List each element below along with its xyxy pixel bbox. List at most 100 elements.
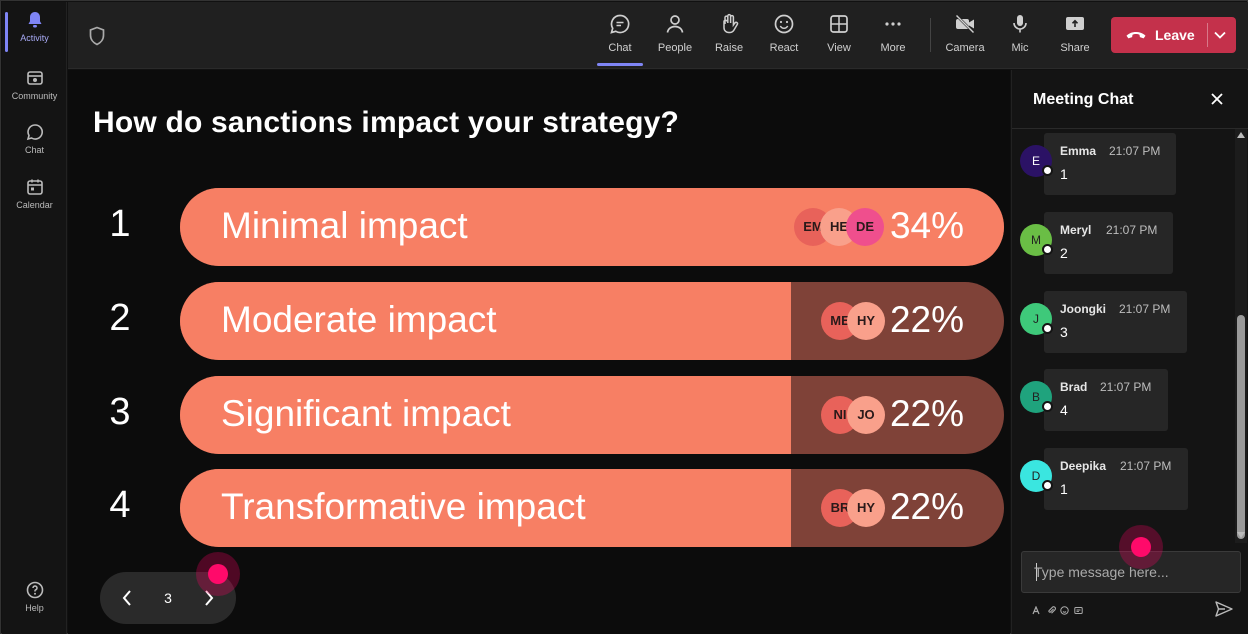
option-number: 2 [109, 297, 131, 339]
rail-item-label: Chat [24, 145, 44, 155]
leave-button[interactable]: Leave [1111, 17, 1236, 53]
rail-item-calendar[interactable]: Calendar [2, 177, 67, 210]
chevron-down-icon[interactable] [1212, 27, 1228, 43]
more-button[interactable]: More [868, 12, 918, 54]
message-text: 4 [1060, 402, 1068, 418]
rail-item-label: Community [11, 91, 58, 101]
community-icon [26, 71, 43, 85]
poll-option-bar[interactable]: Transformative impact BR HY 22% [180, 469, 1004, 547]
mic-button-label: Mic [1011, 42, 1029, 54]
poll-option-bar[interactable]: Significant impact NI JO 22% [180, 376, 1004, 454]
voter-avatar: JO [847, 396, 885, 434]
leave-button-label: Leave [1155, 27, 1195, 43]
chevron-right-icon[interactable] [200, 587, 218, 609]
status-indicator [1042, 165, 1053, 176]
cursor-indicator [196, 552, 240, 596]
message-sender: Brad [1060, 380, 1088, 394]
rail-item-label: Help [25, 603, 44, 613]
rail-item-chat[interactable]: Chat [2, 122, 67, 155]
option-number: 1 [109, 203, 131, 245]
scroll-thumb[interactable] [1237, 315, 1245, 539]
chat-message: Meryl 21:07 PM 2 [1044, 212, 1173, 274]
status-indicator [1042, 323, 1053, 334]
option-number: 4 [109, 484, 131, 526]
raise-hand-button[interactable]: Raise [704, 12, 754, 54]
shield-icon[interactable] [88, 26, 106, 46]
gif-icon[interactable] [1074, 606, 1083, 615]
react-button-label: React [769, 42, 799, 54]
poll-stage: How do sanctions impact your strategy? 1… [68, 70, 1010, 634]
message-sender: Joongki [1060, 302, 1107, 316]
avatar-initial: E [1031, 154, 1040, 168]
message-sender: Meryl [1060, 223, 1092, 237]
people-button[interactable]: People [650, 12, 700, 54]
chat-message-list[interactable]: Emma 21:07 PM 1 E Meryl 21:07 PM 2 M Joo… [1012, 129, 1234, 543]
message-text: 1 [1060, 481, 1068, 497]
voter-avatar: HY [847, 302, 885, 340]
chat-icon [610, 14, 630, 34]
message-text: 2 [1060, 245, 1068, 261]
emoji-icon[interactable] [1060, 606, 1069, 615]
cursor-indicator [1119, 525, 1163, 569]
view-button-label: View [827, 42, 851, 54]
react-button[interactable]: React [759, 12, 809, 54]
rail-item-community[interactable]: Community [2, 68, 67, 101]
avatar: E [1020, 145, 1053, 177]
voter-avatar: HY [847, 489, 885, 527]
people-button-label: People [657, 42, 693, 54]
scroll-up-arrow-icon[interactable] [1237, 132, 1245, 138]
option-label: Minimal impact [221, 205, 468, 246]
format-icon[interactable] [1032, 606, 1041, 615]
message-time: 21:07 PM [1120, 459, 1172, 473]
avatar: J [1020, 303, 1053, 335]
chevron-left-icon[interactable] [118, 587, 136, 609]
camera-button-label: Camera [945, 42, 985, 54]
attach-icon[interactable] [1047, 606, 1056, 615]
option-percent: 34% [889, 205, 964, 246]
avatar-initial: J [1033, 312, 1039, 326]
avatar-initial: D [1031, 469, 1041, 483]
bell-icon [28, 12, 41, 28]
chat-icon [26, 124, 43, 141]
camera-button[interactable]: Camera [940, 12, 990, 54]
chat-scrollbar[interactable] [1235, 129, 1247, 543]
chat-button[interactable]: Chat [595, 12, 645, 66]
view-button[interactable]: View [814, 12, 864, 54]
chat-message: Deepika 21:07 PM 1 [1044, 448, 1188, 510]
rail-item-label: Activity [20, 33, 49, 43]
option-percent: 22% [889, 486, 964, 527]
message-sender: Emma [1060, 144, 1097, 158]
option-fill [180, 282, 792, 360]
people-icon [666, 15, 684, 33]
mic-button[interactable]: Mic [995, 12, 1045, 54]
avatar: D [1020, 460, 1053, 492]
rail-item-help[interactable]: Help [2, 580, 67, 613]
message-time: 21:07 PM [1109, 144, 1161, 158]
send-icon[interactable] [1214, 600, 1234, 618]
rail-item-activity[interactable]: Activity [2, 10, 67, 52]
avatar-initial: M [1031, 233, 1041, 247]
status-indicator [1042, 401, 1053, 412]
poll-option-bar[interactable]: Minimal impact EM HE DE 34% [180, 188, 1004, 266]
smiley-icon [774, 14, 794, 34]
leave-divider [1207, 23, 1208, 47]
chat-button-label: Chat [608, 42, 632, 54]
chat-title: Meeting Chat [1033, 91, 1134, 108]
status-indicator [1042, 244, 1053, 255]
close-icon[interactable] [1210, 92, 1224, 106]
meeting-chat-panel: Meeting Chat Emma 21:07 PM 1 E Meryl 21:… [1011, 70, 1248, 634]
option-fill [180, 376, 792, 454]
avatar: M [1020, 224, 1053, 256]
option-percent: 22% [889, 299, 964, 340]
message-input[interactable] [1034, 561, 1230, 583]
calendar-icon [26, 179, 43, 195]
share-screen-icon [1066, 17, 1084, 30]
share-button[interactable]: Share [1050, 12, 1100, 54]
voter-avatar: DE [846, 208, 884, 246]
poll-option-bar[interactable]: Moderate impact ME HY 22% [180, 282, 1004, 360]
grid-view-icon [830, 15, 848, 33]
option-fill [180, 469, 792, 547]
scroll-down-arrow-icon[interactable] [1237, 532, 1245, 538]
chat-divider [1012, 128, 1248, 129]
